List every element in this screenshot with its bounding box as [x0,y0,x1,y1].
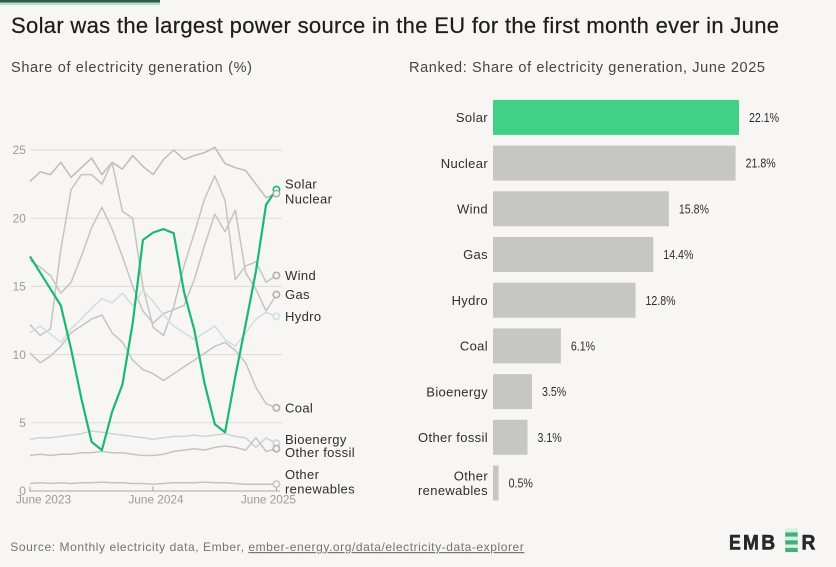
svg-text:12.8%: 12.8% [646,294,676,308]
svg-text:Gas: Gas [285,287,310,302]
svg-text:Nuclear: Nuclear [285,192,333,207]
svg-text:0: 0 [19,484,26,498]
svg-text:June 2024: June 2024 [128,493,184,507]
svg-text:Coal: Coal [285,401,313,416]
svg-text:Solar: Solar [285,177,317,192]
svg-text:Hydro: Hydro [285,309,321,324]
svg-text:Coal: Coal [460,339,488,354]
svg-text:B: B [761,530,775,554]
svg-text:6.1%: 6.1% [571,340,595,354]
svg-text:Other fossil: Other fossil [285,445,355,460]
svg-text:Share of electricity generatio: Share of electricity generation (%) [11,60,252,76]
svg-text:renewables: renewables [285,482,355,497]
svg-text:20: 20 [13,211,27,225]
svg-text:Solar: Solar [456,110,488,125]
svg-text:15.8%: 15.8% [679,202,709,216]
svg-text:Other: Other [454,469,489,484]
svg-text:22.1%: 22.1% [749,111,779,125]
svg-text:Bioenergy: Bioenergy [285,432,347,447]
svg-text:3.1%: 3.1% [538,431,562,445]
svg-text:June 2023: June 2023 [16,493,72,507]
svg-text:14.4%: 14.4% [663,248,693,262]
svg-text:5: 5 [19,416,26,430]
svg-text:Gas: Gas [463,247,488,262]
svg-text:Bioenergy: Bioenergy [426,384,488,399]
svg-text:Solar was the largest power so: Solar was the largest power source in th… [11,13,779,38]
svg-text:Other fossil: Other fossil [418,430,488,445]
svg-text:Source: Monthly electricity da: Source: Monthly electricity data, Ember,… [10,540,524,554]
svg-text:renewables: renewables [418,483,488,498]
svg-text:21.8%: 21.8% [746,157,776,171]
svg-text:June 2025: June 2025 [241,493,297,507]
svg-text:E: E [729,530,741,554]
svg-text:Other: Other [285,467,320,482]
svg-text:Wind: Wind [457,202,488,217]
svg-text:Nuclear: Nuclear [441,156,489,171]
svg-text:0.5%: 0.5% [509,477,533,491]
svg-text:Wind: Wind [285,268,316,283]
svg-text:R: R [802,530,816,554]
svg-text:Ranked: Share of electricity g: Ranked: Share of electricity generation,… [409,60,765,76]
svg-text:25: 25 [13,143,27,157]
svg-text:3.5%: 3.5% [542,385,566,399]
svg-text:15: 15 [13,280,27,294]
svg-text:M: M [743,530,759,554]
svg-text:10: 10 [13,348,27,362]
svg-text:Hydro: Hydro [452,293,488,308]
